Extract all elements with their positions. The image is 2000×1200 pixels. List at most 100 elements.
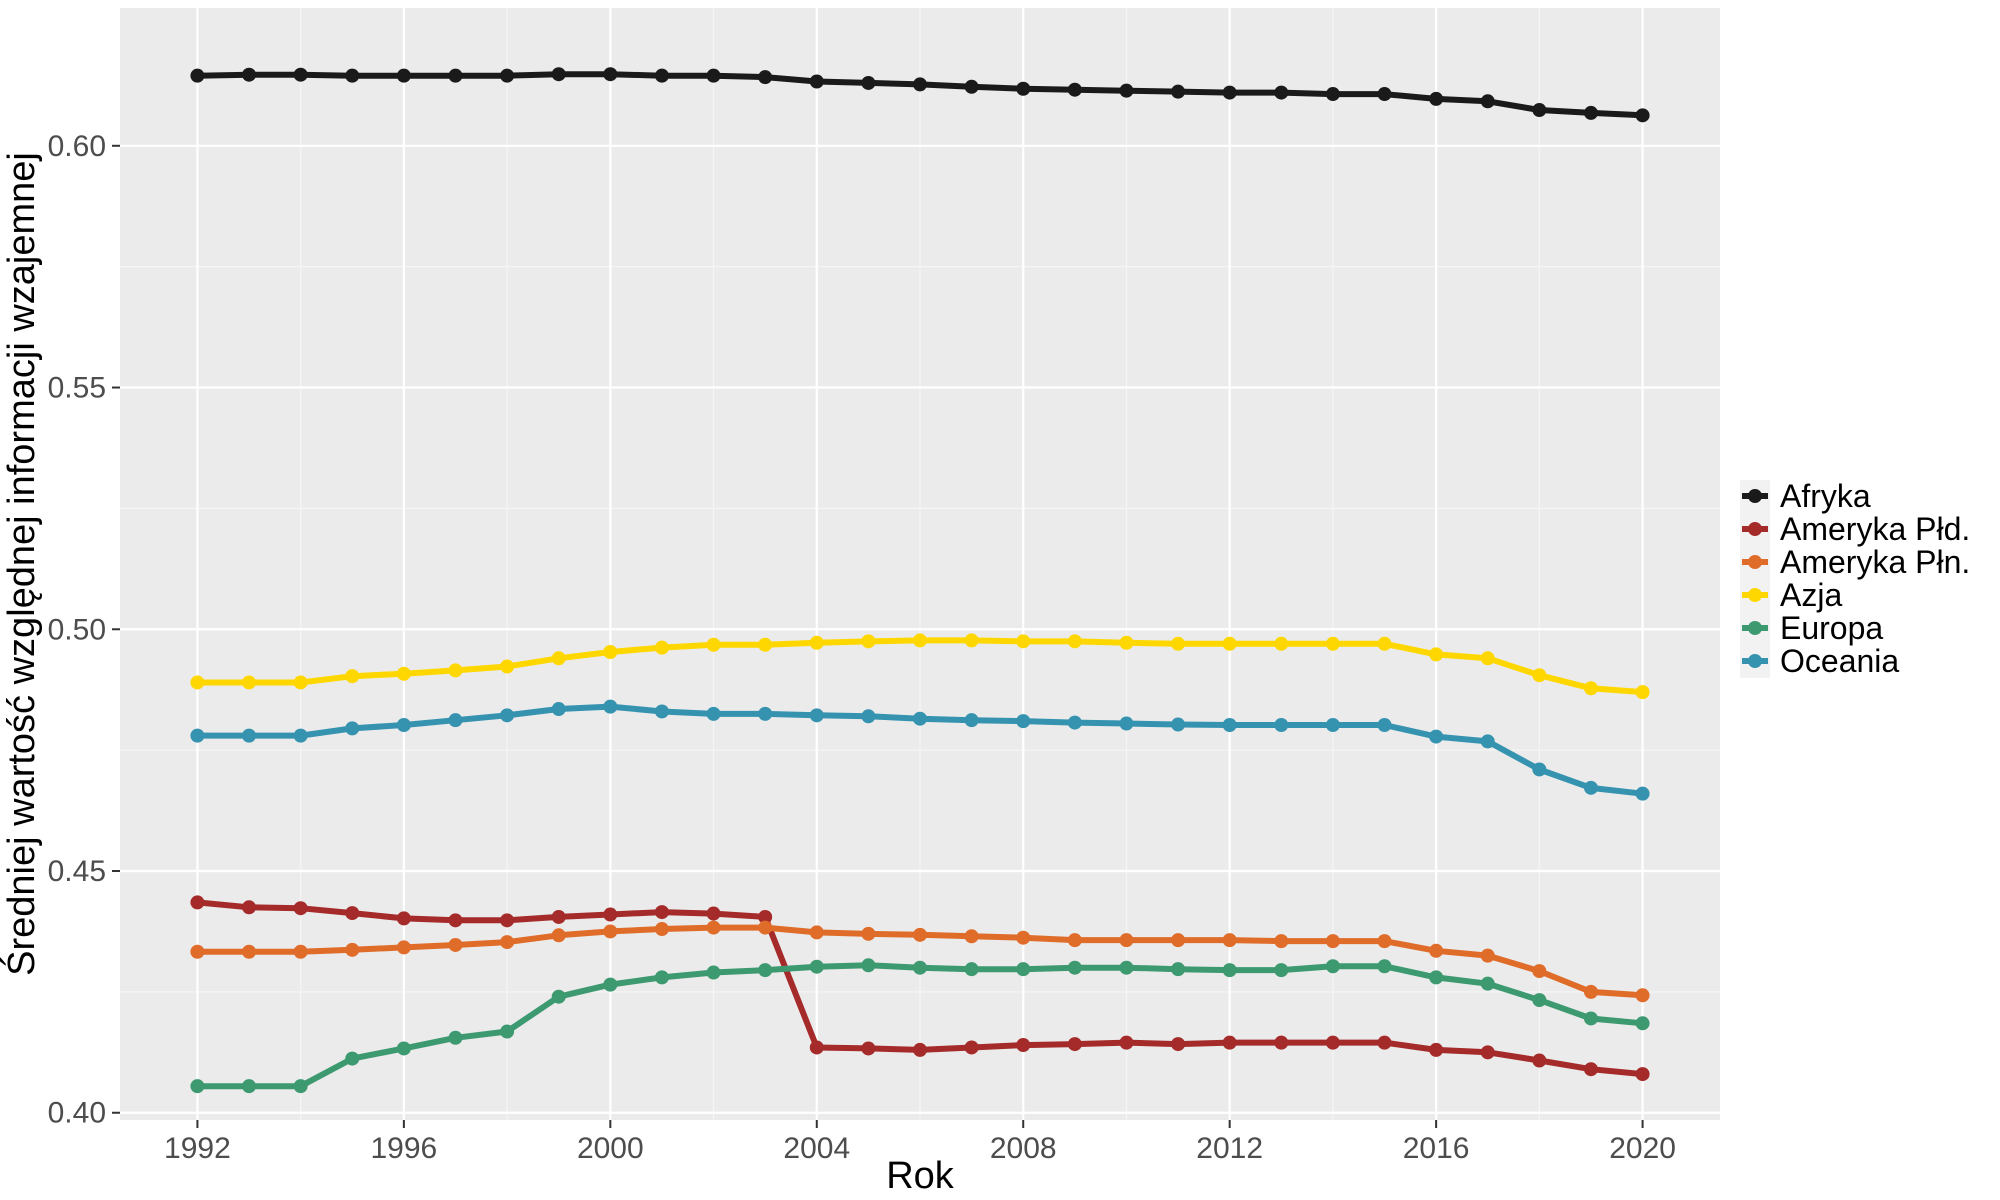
data-point [1325,87,1340,102]
y-tick-label: 0.45 [48,855,106,888]
data-point [861,75,876,90]
data-point [913,633,927,648]
data-point [861,1041,876,1056]
y-tick-label: 0.50 [48,613,106,646]
data-point [1325,636,1340,651]
data-point [1274,717,1289,732]
y-tick-label: 0.40 [48,1097,106,1130]
data-point [1583,780,1598,795]
data-point [1583,105,1598,120]
data-point [758,963,773,978]
data-point [1171,962,1186,977]
data-point [1016,1038,1031,1053]
legend-item: Europa [1742,610,1883,646]
data-point [293,1079,308,1094]
data-point [448,663,463,678]
data-point [242,900,257,915]
series-Ameryka Płd. [190,895,1650,1082]
data-point [242,1079,257,1094]
legend-key-point [1748,621,1762,635]
data-point [551,928,566,943]
legend-item: Oceania [1742,643,1899,679]
data-point [1377,636,1392,651]
data-point [964,713,979,728]
series-Oceania [190,699,1650,801]
series-lines [190,67,1650,1094]
data-point [758,909,773,924]
data-point [1171,84,1186,99]
x-tick-label: 2008 [990,1132,1057,1165]
series-Europa [190,958,1650,1094]
data-point [861,926,876,941]
data-point [1274,1035,1289,1050]
data-point [345,669,360,684]
data-point [500,935,515,950]
data-point [1532,103,1547,118]
data-point [706,965,721,980]
data-point [758,70,773,85]
data-point [190,68,205,83]
data-point [448,713,463,728]
data-point [1377,717,1392,732]
data-point [1325,1035,1340,1050]
x-tick-label: 1996 [370,1132,437,1165]
data-point [1635,1067,1650,1082]
legend-key-point [1748,555,1762,569]
data-point [190,944,205,959]
data-point [1171,1037,1186,1052]
data-point [758,920,773,935]
data-point [1532,668,1547,683]
data-point [1119,83,1134,98]
data-point [603,699,618,714]
data-point [706,706,721,721]
data-point [706,906,721,921]
data-point [861,709,876,724]
axes: 0.40 0.45 0.50 0.55 0.60 1992 1996 2000 2004 2008… [48,130,1676,1165]
legend-label: Europa [1780,610,1883,646]
data-point [396,666,411,681]
data-point [1635,786,1650,801]
data-point [190,675,205,690]
data-point [809,635,824,650]
data-point [603,924,618,939]
data-point [1274,934,1289,949]
data-point [1222,933,1237,948]
data-point [1171,933,1186,948]
data-point [603,644,618,659]
data-point [654,704,669,719]
data-point [654,640,669,655]
data-point [500,708,515,723]
data-point [1480,1045,1495,1060]
data-point [448,68,463,83]
data-point [345,942,360,957]
legend-label: Azja [1780,577,1842,613]
data-point [654,922,669,937]
data-point [190,1079,205,1094]
legend-key-point [1748,654,1762,668]
data-point [293,728,308,743]
data-point [1222,85,1237,100]
data-point [1325,959,1340,974]
data-point [293,67,308,82]
data-point [448,937,463,952]
data-point [345,906,360,921]
data-point [1480,948,1495,963]
data-point [964,633,979,648]
legend-label: Ameryka Płn. [1780,544,1970,580]
data-point [1532,964,1547,979]
legend-item: Azja [1742,577,1842,613]
data-point [964,962,979,977]
data-point [345,68,360,83]
data-point [1583,681,1598,696]
data-point [654,970,669,985]
series-Ameryka Płn. [190,920,1650,1003]
data-point [809,708,824,723]
data-point [861,634,876,649]
data-point [964,1040,979,1055]
data-point [293,901,308,916]
data-point [1119,716,1134,731]
legend-label: Afryka [1780,478,1871,514]
data-point [1583,1011,1598,1026]
data-point [1119,933,1134,948]
data-point [809,74,824,89]
